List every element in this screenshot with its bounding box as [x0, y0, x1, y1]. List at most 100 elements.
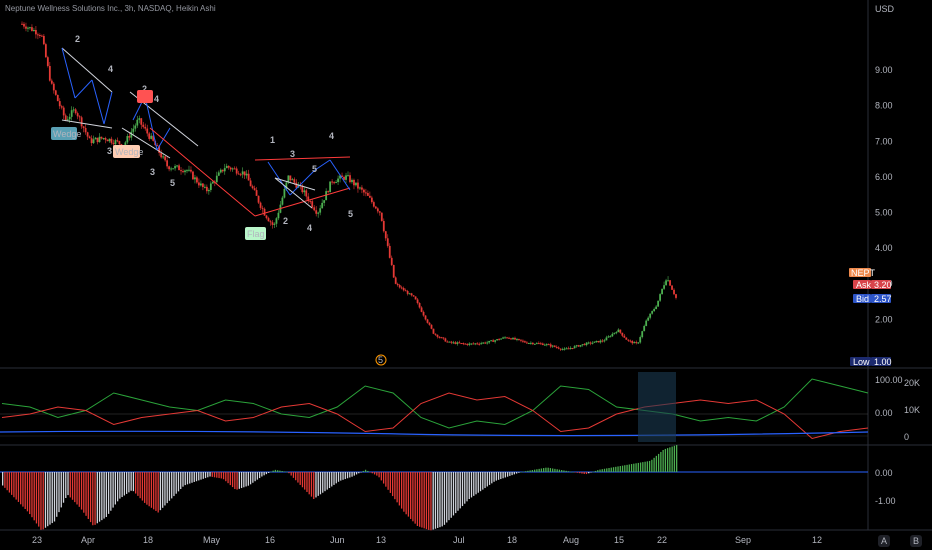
compare-button[interactable]: A — [878, 535, 890, 547]
histogram-bar — [351, 472, 353, 477]
candle-body — [303, 190, 306, 193]
candle-body — [432, 328, 435, 334]
candle-body — [434, 333, 437, 335]
candle-body — [569, 347, 572, 349]
candle-body — [500, 338, 502, 340]
candle-body — [617, 329, 620, 333]
event-marker-label: 5 — [378, 355, 383, 365]
histogram-bar — [328, 472, 331, 489]
histogram-bar — [425, 472, 428, 530]
pattern-line — [61, 47, 113, 93]
candle-body — [535, 343, 538, 345]
candle-body — [78, 116, 81, 118]
histogram-bar — [353, 472, 355, 476]
candle-body — [563, 348, 566, 350]
histogram-bar — [227, 472, 229, 484]
histogram-bar — [132, 472, 135, 492]
candle-body — [659, 294, 661, 301]
histogram-bar — [60, 472, 62, 508]
candle-body — [591, 342, 594, 344]
candle-body — [452, 342, 455, 344]
candle-body — [619, 329, 622, 333]
candle-body — [281, 197, 284, 205]
pattern-line — [61, 47, 76, 99]
candle-body — [543, 344, 546, 346]
histogram-bar — [455, 472, 457, 514]
candle-body — [555, 346, 558, 348]
histogram-bar — [344, 472, 346, 480]
histogram-bar — [292, 472, 295, 478]
histogram-bar — [263, 472, 265, 476]
histogram-bar — [200, 472, 202, 480]
y-tick-label: 2.00 — [875, 314, 893, 324]
wave-number: 3 — [107, 146, 112, 156]
candle-body — [663, 285, 665, 289]
oscillator-line — [1, 378, 869, 429]
candle-body — [545, 344, 548, 346]
histogram-bar — [218, 472, 220, 479]
candle-body — [462, 343, 465, 345]
pattern-line — [144, 95, 158, 151]
histogram-bar — [630, 464, 633, 472]
candle-body — [319, 208, 322, 213]
histogram-bar — [484, 472, 486, 489]
pattern-line — [74, 79, 93, 99]
y-tick-label: 100.00 — [875, 375, 903, 385]
candle-body — [188, 169, 190, 171]
candle-body — [361, 187, 363, 190]
histogram-bar — [306, 472, 308, 492]
histogram-bar — [317, 472, 319, 496]
histogram-bar — [252, 472, 254, 483]
histogram-bar — [414, 472, 416, 524]
histogram-bar — [421, 472, 423, 528]
histogram-bar — [139, 472, 141, 499]
histogram-bar — [125, 472, 128, 494]
histogram-bar — [624, 465, 626, 472]
candle-body — [329, 181, 332, 193]
histogram-bar — [191, 472, 193, 483]
settings-icon: B — [913, 536, 919, 546]
histogram-bar — [11, 472, 13, 495]
candle-body — [221, 169, 224, 172]
histogram-bar — [103, 472, 105, 519]
candle-body — [581, 344, 584, 346]
candle-body — [424, 315, 427, 320]
candle-body — [456, 342, 459, 344]
candle-body — [345, 175, 347, 180]
histogram-bar — [222, 472, 225, 480]
candle-body — [398, 285, 401, 288]
candle-body — [86, 132, 89, 137]
y-tick-label: 8.00 — [875, 101, 893, 111]
histogram-bar — [662, 449, 664, 472]
pattern-line — [267, 161, 291, 196]
histogram-bar — [94, 472, 96, 525]
histogram-bar — [24, 472, 26, 509]
histogram-bar — [4, 472, 6, 488]
candle-body — [116, 140, 119, 142]
candle-body — [98, 136, 101, 143]
histogram-bar — [166, 472, 168, 504]
histogram-bar — [261, 472, 263, 477]
settings-button[interactable]: B — [910, 535, 922, 547]
histogram-bar — [216, 472, 218, 478]
x-tick-label: 18 — [143, 535, 153, 545]
candle-body — [593, 341, 596, 343]
candle-body — [378, 211, 381, 213]
candle-body — [482, 342, 485, 344]
y-tick-label: 0.00 — [875, 468, 893, 478]
low-label: Low — [853, 357, 870, 367]
pattern-line — [103, 91, 113, 125]
candle-body — [675, 294, 677, 298]
histogram-bar — [556, 469, 558, 472]
candle-body — [631, 340, 634, 344]
histogram-bar — [592, 471, 594, 473]
histogram-bar — [606, 468, 608, 472]
histogram-bar — [144, 472, 146, 503]
bid-value: 2.57 — [874, 294, 892, 304]
candle-body — [307, 196, 310, 201]
histogram-bar — [671, 446, 673, 472]
candle-body — [553, 345, 556, 347]
histogram-bar — [92, 472, 94, 526]
low-value: 1.00 — [874, 357, 892, 367]
